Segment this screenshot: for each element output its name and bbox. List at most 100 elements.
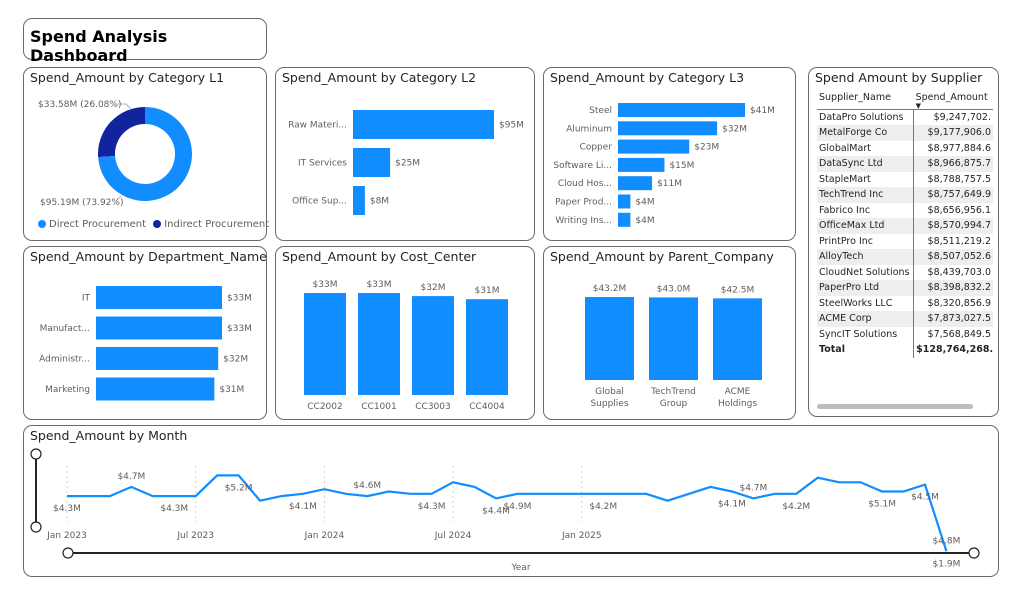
- data-label: $33M: [367, 280, 392, 290]
- table-row[interactable]: SteelWorks LLC $8,320,856.9: [817, 295, 993, 311]
- bar[interactable]: [618, 157, 665, 172]
- data-label: $11M: [657, 179, 682, 189]
- y-range-slider-handle-top[interactable]: [30, 448, 42, 460]
- category-label: Group: [660, 399, 688, 409]
- table-row[interactable]: AlloyTech $8,507,052.6: [817, 249, 993, 265]
- donut-slice-direct[interactable]: [98, 107, 192, 201]
- spend-amount-cell: $7,568,849.5: [913, 326, 993, 342]
- data-label: $41M: [750, 106, 775, 116]
- column-spend-amount[interactable]: Spend_Amount ▼: [913, 90, 993, 110]
- bar[interactable]: [304, 293, 346, 395]
- supplier-name-cell: Fabrico Inc: [819, 204, 871, 216]
- data-label: $33M: [227, 324, 252, 334]
- table-row[interactable]: PaperPro Ltd $8,398,832.2: [817, 280, 993, 296]
- point-label: $4.9M: [504, 502, 532, 512]
- category-label: IT: [82, 294, 91, 304]
- bar[interactable]: [618, 194, 631, 209]
- data-label: $43.2M: [593, 284, 627, 294]
- table-row[interactable]: TechTrend Inc $8,757,649.9: [817, 187, 993, 203]
- data-label: $8M: [370, 197, 389, 207]
- category-label: Office Sup...: [292, 197, 347, 207]
- bar[interactable]: [618, 103, 745, 117]
- category-label: Writing Ins...: [555, 216, 612, 226]
- bar[interactable]: [353, 148, 391, 177]
- table-row[interactable]: ACME Corp $7,873,027.5: [817, 311, 993, 327]
- donut-slice-indirect[interactable]: [98, 107, 145, 158]
- legend-direct[interactable]: Direct Procurement: [38, 219, 146, 230]
- point-label: $4.7M: [117, 472, 145, 482]
- supplier-name-cell: AlloyTech: [817, 249, 914, 265]
- cost-center-card[interactable]: Spend_Amount by Cost_Center $33M CC2002 $3…: [275, 246, 535, 420]
- category-l1-chart[interactable]: $33.58M (26.08%) $95.19M (73.92%): [24, 68, 268, 242]
- bar[interactable]: [96, 377, 215, 401]
- bar[interactable]: [618, 176, 653, 191]
- bar[interactable]: [618, 139, 690, 154]
- supplier-name-cell: GlobalMart: [819, 142, 871, 154]
- series-line: [67, 474, 948, 552]
- table-row[interactable]: CloudNet Solutions $8,439,703.0: [817, 264, 993, 280]
- department-card[interactable]: Spend_Amount by Department_Name IT $33M Ma…: [23, 246, 267, 420]
- spend-amount-cell: $7,873,027.5: [913, 311, 993, 327]
- table-row[interactable]: OfficeMax Ltd $8,570,994.7: [817, 218, 993, 234]
- total-value: $128,764,268.8: [913, 342, 993, 358]
- data-label: $33M: [227, 294, 252, 304]
- bar[interactable]: [358, 293, 400, 395]
- column-supplier-name[interactable]: Supplier_Name: [817, 90, 914, 110]
- data-label: $15M: [669, 161, 694, 171]
- bar[interactable]: [713, 298, 762, 380]
- month-chart[interactable]: Jan 2023 Jul 2023 Jan 2024 Jul 2024 Jan 2025…: [24, 426, 1000, 578]
- x-range-slider-handle-right[interactable]: [968, 547, 980, 559]
- leader-line-indirect[interactable]: [118, 103, 132, 110]
- category-l2-chart[interactable]: Raw Materi... $95M IT Services $25M Office S…: [276, 68, 536, 242]
- category-label: Aluminum: [566, 124, 612, 134]
- bar[interactable]: [585, 297, 634, 380]
- category-label: ACME: [725, 387, 751, 397]
- cost-center-chart[interactable]: $33M CC2002 $33M CC1001 $32M CC3003 $31M CC4004: [276, 247, 536, 421]
- department-chart[interactable]: IT $33M Manufact... $33M Administr... $32M Mar…: [24, 247, 268, 421]
- table-row[interactable]: SyncIT Solutions $7,568,849.5: [817, 326, 993, 342]
- table-horizontal-scrollbar[interactable]: [817, 404, 973, 409]
- parent-company-chart[interactable]: $43.2M Global Supplies $43.0M TechTrend Group…: [544, 247, 797, 421]
- bar[interactable]: [466, 299, 508, 395]
- category-l3-card[interactable]: Spend_Amount by Category L3 Steel $41M Alu…: [543, 67, 796, 241]
- category-l3-chart[interactable]: Steel $41M Aluminum $32M Copper $23M Software …: [544, 68, 797, 242]
- bar[interactable]: [649, 297, 698, 380]
- category-label: Cloud Hos...: [558, 179, 612, 189]
- supplier-name-cell: StapleMart: [819, 173, 871, 185]
- bar[interactable]: [353, 186, 365, 215]
- bar[interactable]: [353, 110, 494, 139]
- data-label: $43.0M: [657, 284, 691, 294]
- parent-company-card[interactable]: Spend_Amount by Parent_Company $43.2M Glo…: [543, 246, 796, 420]
- table-row[interactable]: StapleMart $8,788,757.5: [817, 171, 993, 187]
- bar[interactable]: [618, 212, 631, 227]
- x-range-slider-handle-left[interactable]: [62, 547, 74, 559]
- category-label: Marketing: [45, 385, 90, 395]
- category-l1-card[interactable]: Spend_Amount by Category L1 $33.58M (26.…: [23, 67, 269, 242]
- table-row[interactable]: GlobalMart $8,977,884.6: [817, 140, 993, 156]
- month-card[interactable]: Spend_Amount by Month Jan 2023 Jul 2023 Ja…: [23, 425, 999, 577]
- bar[interactable]: [96, 286, 222, 309]
- bar[interactable]: [96, 316, 222, 340]
- table-row[interactable]: DataPro Solutions $9,247,702.: [817, 109, 993, 125]
- leader-line-direct[interactable]: [115, 195, 122, 202]
- spend-amount-cell: $8,439,703.0: [913, 264, 993, 280]
- bar[interactable]: [618, 121, 718, 136]
- table-row[interactable]: Fabrico Inc $8,656,956.1: [817, 202, 993, 218]
- table-row[interactable]: DataSync Ltd $8,966,875.7: [817, 156, 993, 172]
- supplier-table-card[interactable]: Spend Amount by Supplier Supplier_Name S…: [808, 67, 999, 417]
- bar[interactable]: [412, 296, 454, 395]
- y-range-slider-handle-bottom[interactable]: [30, 521, 42, 533]
- dashboard-title-card: Spend Analysis Dashboard: [23, 18, 267, 65]
- data-label: $32M: [223, 355, 248, 365]
- bar[interactable]: [96, 347, 219, 370]
- legend-indirect[interactable]: Indirect Procurement: [153, 219, 269, 230]
- category-l2-card[interactable]: Spend_Amount by Category L2 Raw Materi..…: [275, 67, 535, 241]
- table-row[interactable]: MetalForge Co $9,177,906.0: [817, 125, 993, 141]
- point-label: $4.4M: [482, 506, 510, 516]
- slice-label-direct: $95.19M (73.92%): [40, 198, 123, 208]
- supplier-name-cell: SteelWorks LLC: [819, 297, 893, 309]
- supplier-name-cell: MetalForge Co: [817, 125, 914, 141]
- table-row[interactable]: PrintPro Inc $8,511,219.2: [817, 233, 993, 249]
- supplier-name-cell: PrintPro Inc: [819, 235, 873, 247]
- supplier-table[interactable]: Supplier_Name Spend_Amount ▼ DataPro Solu…: [817, 90, 993, 358]
